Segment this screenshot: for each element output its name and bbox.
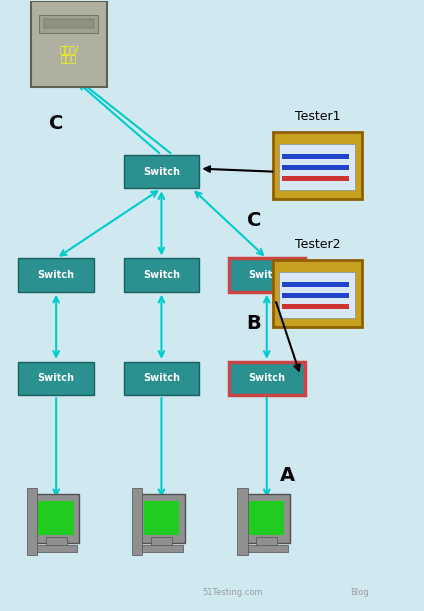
FancyBboxPatch shape <box>31 1 107 87</box>
Text: 服务器/
路由器: 服务器/ 路由器 <box>59 45 78 65</box>
FancyBboxPatch shape <box>279 272 355 318</box>
Text: Tester2: Tester2 <box>295 238 340 251</box>
FancyBboxPatch shape <box>138 494 184 543</box>
FancyBboxPatch shape <box>27 488 37 555</box>
FancyBboxPatch shape <box>39 502 74 535</box>
FancyBboxPatch shape <box>18 362 94 395</box>
FancyBboxPatch shape <box>18 258 94 292</box>
Text: C: C <box>49 114 63 133</box>
Text: Switch: Switch <box>248 270 285 280</box>
FancyBboxPatch shape <box>282 293 349 298</box>
Text: 51Testing.com: 51Testing.com <box>203 588 263 598</box>
FancyBboxPatch shape <box>123 155 199 188</box>
FancyBboxPatch shape <box>140 544 182 552</box>
FancyBboxPatch shape <box>151 536 172 546</box>
Text: A: A <box>280 466 296 485</box>
FancyBboxPatch shape <box>144 502 179 535</box>
FancyBboxPatch shape <box>249 502 285 535</box>
Text: Switch: Switch <box>38 270 75 280</box>
FancyBboxPatch shape <box>35 544 77 552</box>
Text: Switch: Switch <box>248 373 285 384</box>
FancyBboxPatch shape <box>279 144 355 190</box>
Text: Blog: Blog <box>350 588 369 598</box>
FancyBboxPatch shape <box>123 362 199 395</box>
FancyBboxPatch shape <box>132 488 142 555</box>
FancyBboxPatch shape <box>282 165 349 170</box>
FancyBboxPatch shape <box>237 488 248 555</box>
FancyBboxPatch shape <box>273 132 362 199</box>
FancyBboxPatch shape <box>39 15 98 33</box>
Text: Switch: Switch <box>143 373 180 384</box>
FancyBboxPatch shape <box>282 154 349 159</box>
Text: Switch: Switch <box>38 373 75 384</box>
FancyBboxPatch shape <box>282 176 349 181</box>
Text: Switch: Switch <box>143 167 180 177</box>
FancyBboxPatch shape <box>229 258 305 292</box>
FancyBboxPatch shape <box>44 19 94 28</box>
FancyBboxPatch shape <box>245 544 288 552</box>
FancyBboxPatch shape <box>282 304 349 309</box>
Text: Tester1: Tester1 <box>295 110 340 123</box>
FancyBboxPatch shape <box>256 536 277 546</box>
Text: B: B <box>247 314 262 333</box>
FancyBboxPatch shape <box>244 494 290 543</box>
Text: C: C <box>247 211 261 230</box>
FancyBboxPatch shape <box>229 362 305 395</box>
FancyBboxPatch shape <box>46 536 67 546</box>
FancyBboxPatch shape <box>273 260 362 327</box>
FancyBboxPatch shape <box>33 494 79 543</box>
FancyBboxPatch shape <box>282 282 349 287</box>
Text: Switch: Switch <box>143 270 180 280</box>
FancyBboxPatch shape <box>123 258 199 292</box>
